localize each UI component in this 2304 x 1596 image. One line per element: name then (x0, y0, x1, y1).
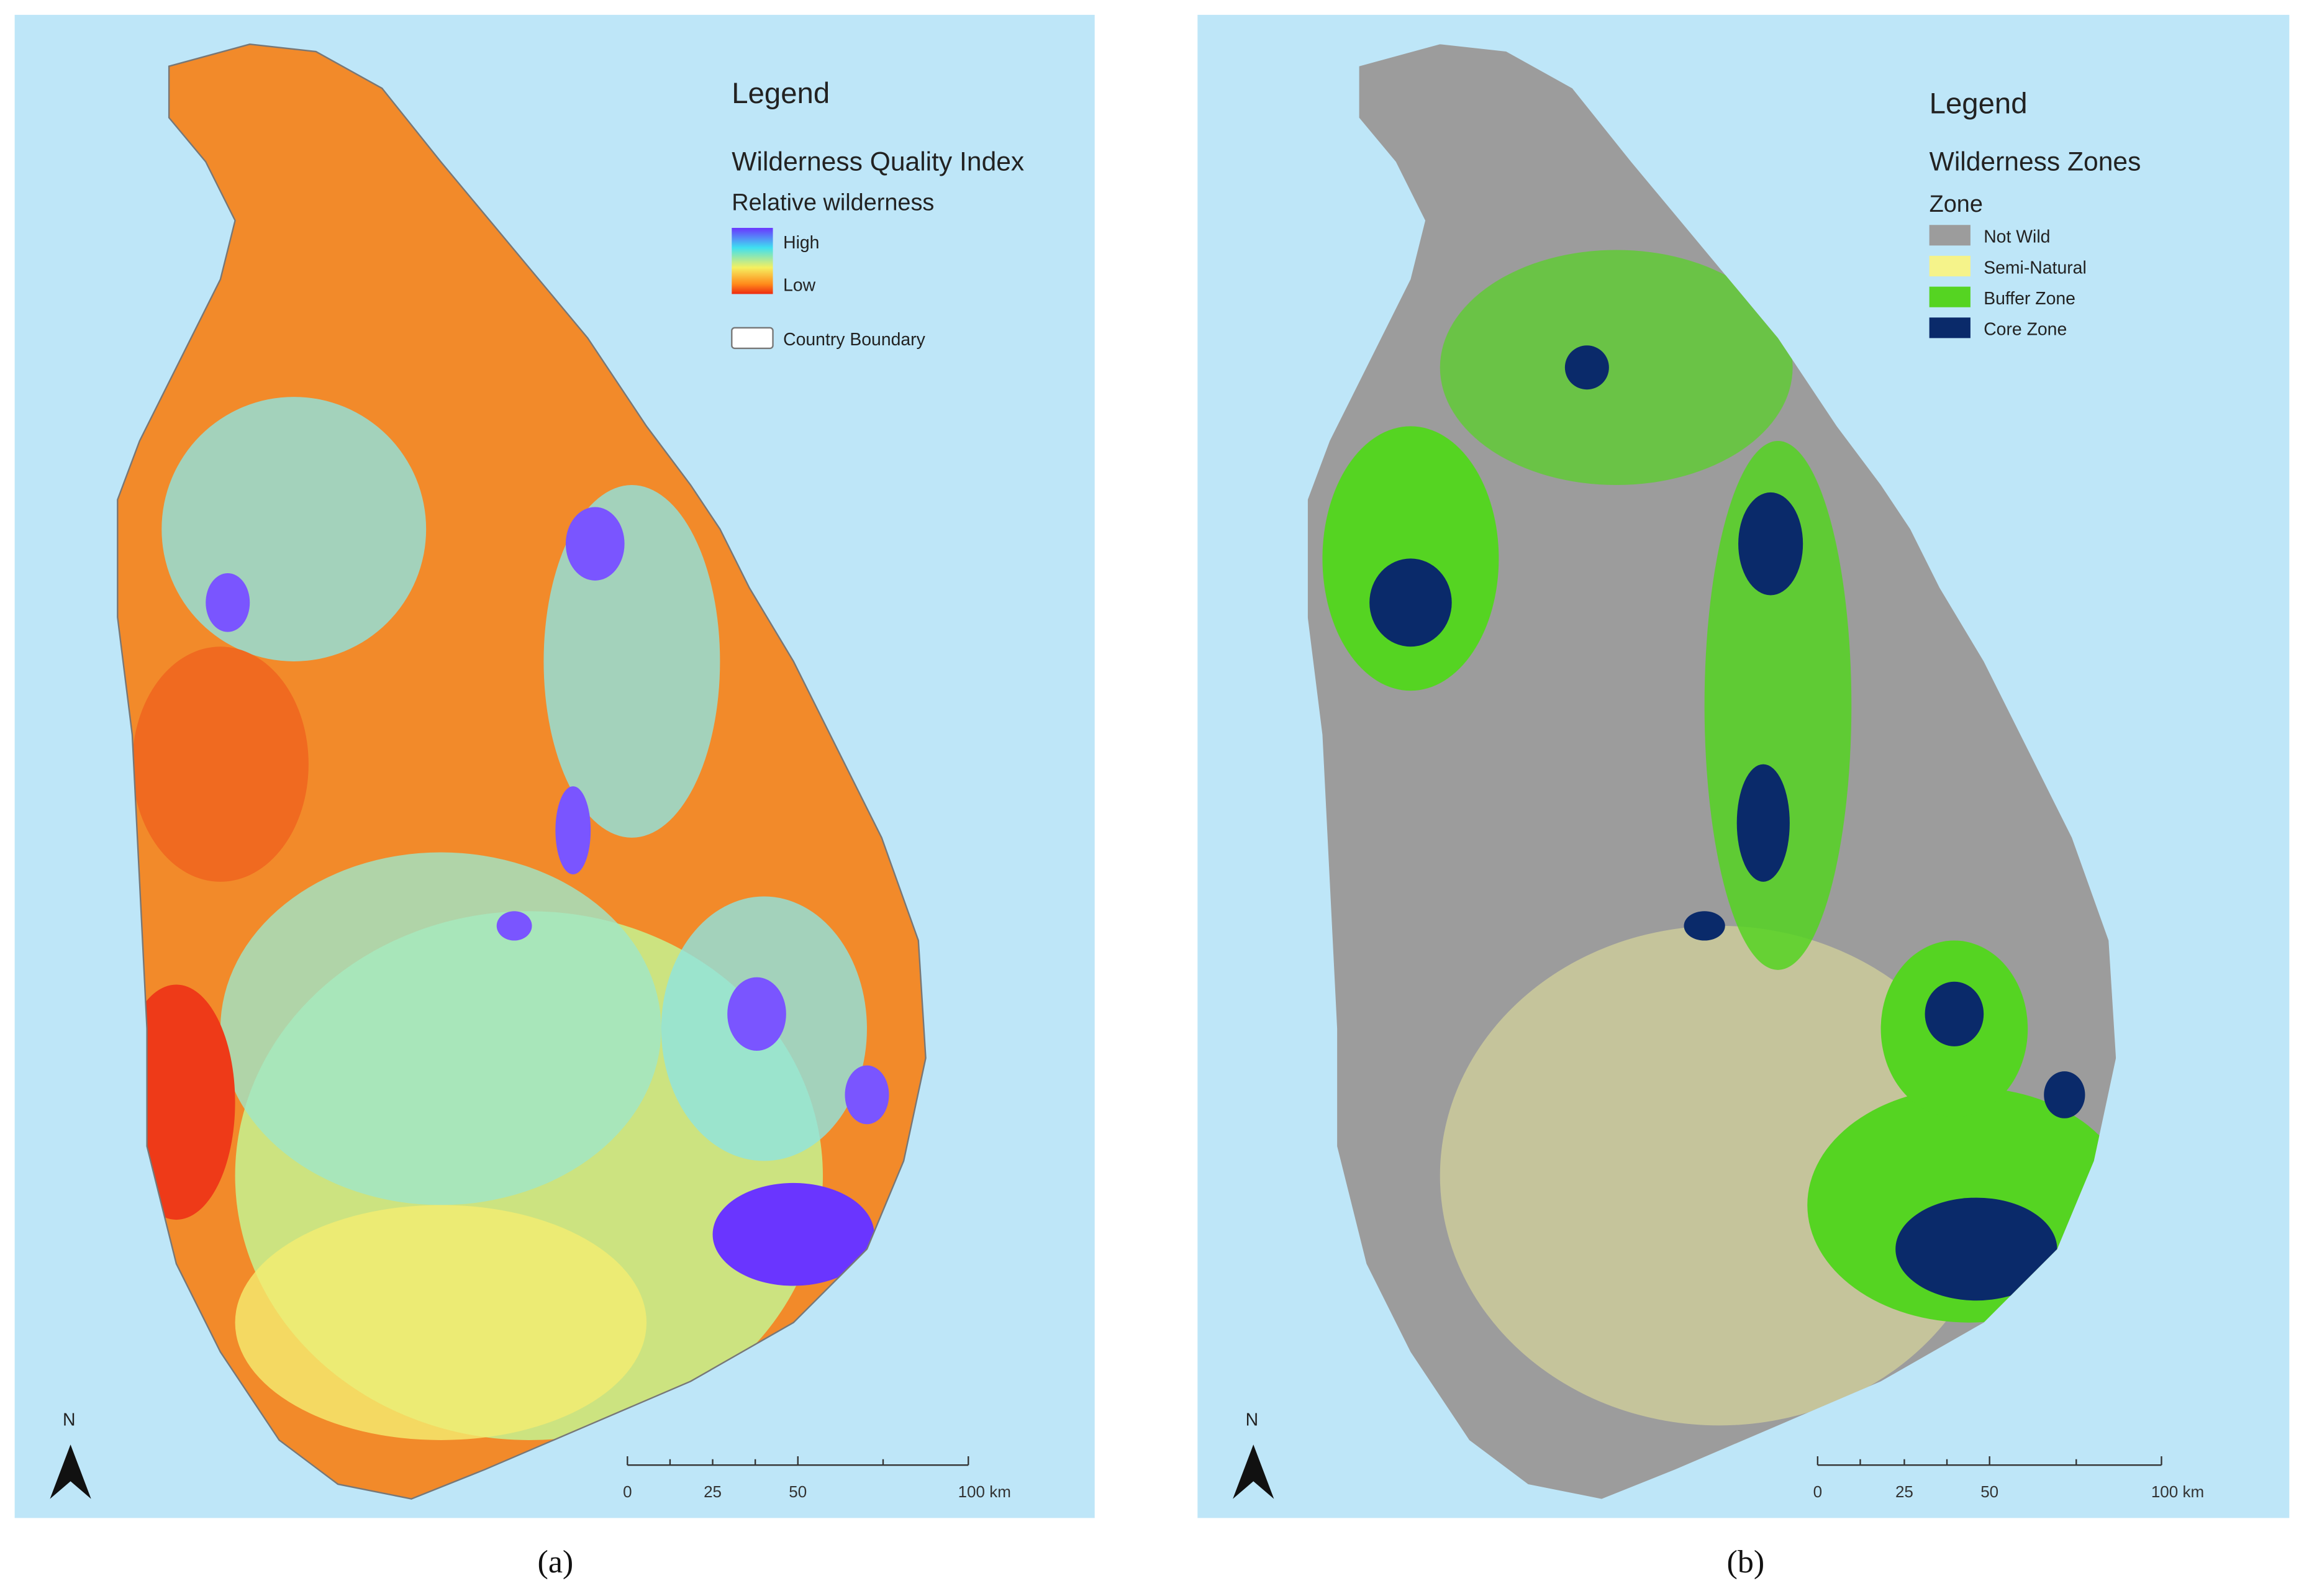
scale-label: 50 (789, 1482, 807, 1501)
legend-ramp (732, 227, 773, 294)
scale-bar (627, 1456, 969, 1466)
legend-swatch (1929, 255, 1971, 277)
legend-item: High (783, 233, 819, 253)
legend-item: Buffer Zone (1984, 289, 2075, 309)
scale-label: 25 (704, 1482, 722, 1501)
north-label: N (63, 1410, 76, 1430)
legend-subheading: Zone (1930, 191, 1983, 217)
north-label: N (1246, 1410, 1259, 1430)
caption: (a) (537, 1544, 573, 1580)
north-arrow (1233, 1444, 1274, 1499)
legend-item: Semi-Natural (1984, 258, 2087, 278)
legend-item: Not Wild (1984, 227, 2050, 247)
caption: (b) (1727, 1544, 1765, 1580)
legend-item: Low (783, 276, 816, 296)
scale-label: 0 (1813, 1482, 1822, 1501)
scale-label: 100 km (958, 1482, 1011, 1501)
scale-label: 50 (1980, 1482, 1998, 1501)
legend-swatch (731, 327, 774, 350)
legend-swatch (1929, 225, 1971, 246)
legend-title: Legend (1930, 87, 2028, 120)
north-arrow (50, 1444, 91, 1499)
legend-heading: Wilderness Quality Index (732, 147, 1024, 177)
scale-label: 100 km (2151, 1482, 2204, 1501)
legend-item: Country Boundary (783, 330, 926, 350)
legend-subheading: Relative wilderness (732, 190, 934, 216)
scale-label: 0 (623, 1482, 632, 1501)
legend-item: Core Zone (1984, 320, 2067, 340)
legend-swatch (1929, 286, 1971, 307)
legend-heading: Wilderness Zones (1930, 147, 2141, 177)
legend-swatch (1929, 317, 1971, 338)
scale-label: 25 (1895, 1482, 1913, 1501)
legend-title: Legend (732, 77, 830, 110)
scale-bar (1816, 1456, 2162, 1466)
